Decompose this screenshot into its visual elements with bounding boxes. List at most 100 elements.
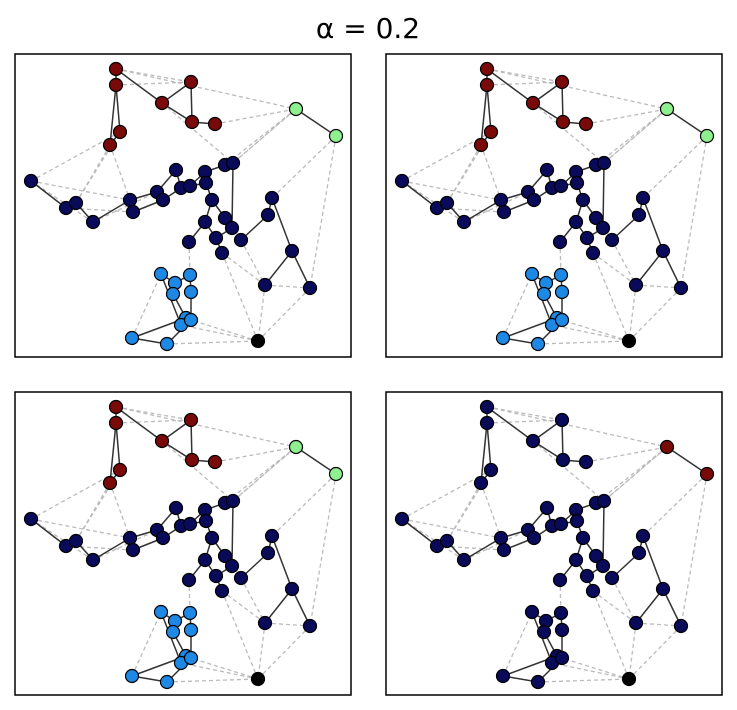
node: [302, 280, 318, 296]
node: [555, 114, 571, 130]
node: [493, 192, 509, 208]
inter-edge: [532, 102, 605, 164]
node: [554, 284, 570, 300]
node: [621, 671, 637, 687]
intra-edge: [401, 518, 438, 547]
inter-edge: [446, 482, 482, 542]
node: [579, 230, 595, 246]
inter-edge: [240, 577, 266, 624]
graph-panel: [14, 391, 352, 696]
inter-edge: [115, 406, 192, 421]
inter-edge: [30, 180, 131, 201]
node: [225, 493, 241, 509]
inter-edge: [109, 144, 131, 201]
node: [536, 624, 552, 640]
inter-edge: [75, 482, 111, 542]
node: [217, 210, 233, 226]
inter-edge: [188, 579, 191, 614]
node: [604, 232, 620, 248]
node: [155, 530, 171, 546]
intra-edge: [666, 108, 708, 137]
intra-edge: [602, 500, 605, 567]
node: [23, 173, 39, 189]
node: [456, 552, 472, 568]
node: [233, 232, 249, 248]
node: [585, 245, 601, 261]
node: [588, 548, 604, 564]
node: [165, 624, 181, 640]
inter-edge: [480, 144, 502, 201]
intra-edge: [463, 537, 502, 561]
inter-edge: [537, 340, 630, 345]
inter-edge: [446, 144, 482, 204]
inter-edge: [595, 108, 668, 166]
node: [182, 267, 198, 283]
inter-edge: [592, 252, 630, 342]
node: [154, 433, 170, 449]
inter-edge: [75, 144, 111, 204]
node: [85, 214, 101, 230]
inter-edge: [190, 657, 259, 680]
node: [536, 286, 552, 302]
inter-edge: [486, 68, 563, 83]
node: [328, 128, 344, 144]
node: [208, 230, 224, 246]
node: [473, 137, 489, 153]
node: [479, 77, 495, 93]
node: [568, 214, 584, 230]
inter-edge: [551, 324, 630, 342]
inter-edge: [30, 518, 94, 561]
node: [198, 175, 214, 191]
node: [224, 220, 240, 236]
inter-edge: [592, 590, 630, 680]
node: [85, 552, 101, 568]
inter-edge: [224, 108, 297, 166]
inter-edge: [309, 135, 337, 289]
node: [224, 558, 240, 574]
node: [554, 74, 570, 90]
inter-edge: [161, 102, 234, 164]
node: [183, 650, 199, 666]
inter-edge: [635, 622, 682, 627]
node: [183, 284, 199, 300]
node: [673, 280, 689, 296]
inter-edge: [221, 590, 266, 624]
node: [183, 622, 199, 638]
inter-edge: [463, 529, 529, 561]
intra-edge: [231, 162, 234, 229]
node: [553, 267, 569, 283]
node: [183, 412, 199, 428]
inter-edge: [264, 284, 311, 289]
node: [524, 604, 540, 620]
node: [208, 568, 224, 584]
inter-edge: [115, 68, 297, 110]
node: [554, 622, 570, 638]
inter-edge: [628, 622, 637, 680]
node: [214, 245, 230, 261]
node: [552, 572, 568, 588]
intra-edge: [231, 500, 234, 567]
node: [153, 604, 169, 620]
node: [569, 175, 585, 191]
node: [159, 336, 175, 352]
node: [595, 220, 611, 236]
inter-edge: [224, 446, 297, 504]
inter-edge: [161, 440, 234, 502]
node: [102, 137, 118, 153]
inter-edge: [257, 625, 311, 680]
inter-edge: [30, 518, 131, 539]
node: [257, 277, 273, 293]
intra-edge: [264, 588, 293, 624]
inter-edge: [221, 252, 259, 342]
node: [552, 234, 568, 250]
inter-edge: [309, 473, 337, 627]
node: [23, 511, 39, 527]
node: [183, 74, 199, 90]
inter-edge: [561, 319, 630, 342]
node: [159, 674, 175, 690]
node: [112, 124, 128, 140]
inter-edge: [559, 579, 562, 614]
graph-panel: [385, 53, 723, 358]
node: [260, 207, 276, 223]
inter-edge: [486, 419, 563, 424]
